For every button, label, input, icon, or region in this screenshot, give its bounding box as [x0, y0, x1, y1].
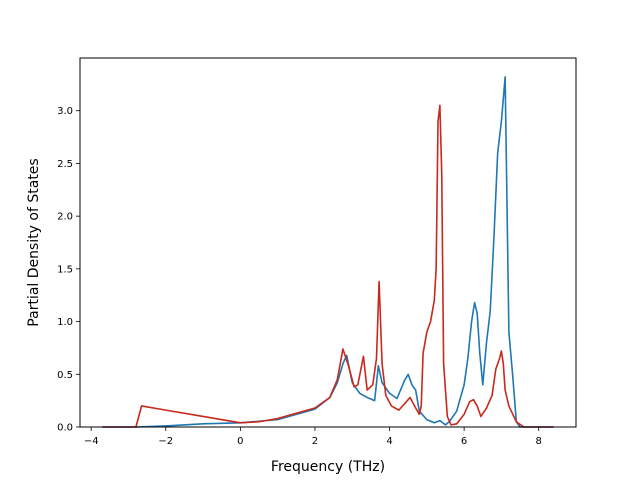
y-axis: 0.0 0.5 1.0 1.5 2.0 2.5 3.0: [57, 106, 80, 434]
x-tick-label: 4: [386, 436, 392, 447]
y-tick-label: 2.5: [57, 159, 73, 170]
x-tick-label: 2: [312, 436, 318, 447]
x-tick-label: 0: [237, 436, 243, 447]
x-tick-label: −2: [158, 436, 173, 447]
y-tick-label: 0.0: [57, 423, 73, 434]
y-tick-label: 1.0: [57, 317, 73, 328]
x-tick-label: 8: [536, 436, 542, 447]
y-tick-label: 2.0: [57, 212, 73, 223]
axes-frame: [79, 57, 577, 428]
y-tick-label: 3.0: [57, 106, 73, 117]
x-tick-label: −4: [84, 436, 99, 447]
x-axis: −4 −2 0 2 4 6 8: [84, 427, 542, 447]
x-axis-label: Frequency (THz): [271, 459, 385, 475]
y-tick-label: 0.5: [57, 370, 73, 381]
series-layer: [102, 76, 554, 428]
x-tick-label: 6: [461, 436, 467, 447]
series-line-2: [102, 104, 554, 428]
y-tick-label: 1.5: [57, 264, 73, 275]
y-axis-label: Partial Density of States: [26, 158, 42, 326]
series-line-1: [102, 76, 554, 428]
